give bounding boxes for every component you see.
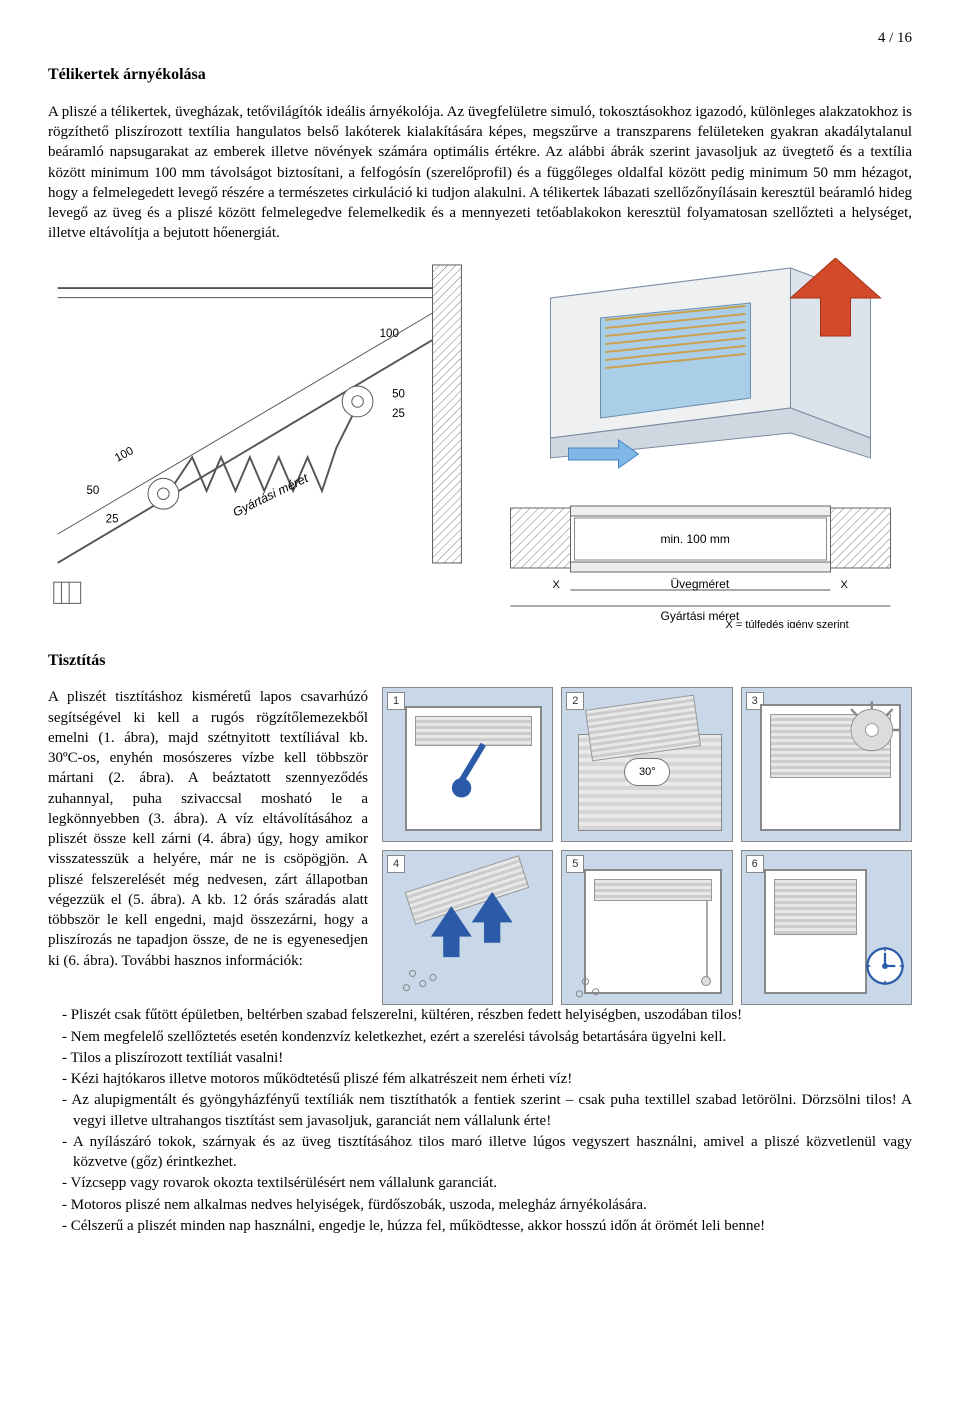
step-1: 1: [382, 687, 553, 842]
section2-paragraph-col: A pliszét tisztításhoz kisméretű lapos c…: [48, 687, 368, 971]
temp-badge: 30°: [624, 758, 670, 786]
glasslabel: Üvegméret: [671, 577, 730, 591]
figure-row-1: 100 50 25 100 50 25 Gyártási méret: [48, 258, 912, 634]
xnote: X = túlfedés igény szerint: [726, 619, 849, 628]
min100: min. 100 mm: [661, 532, 730, 546]
page-number: 4 / 16: [48, 28, 912, 48]
dim-50b: 50: [86, 484, 99, 496]
section1-title: Télikertek árnyékolása: [48, 64, 912, 86]
info-item: Motoros pliszé nem alkalmas nedves helyi…: [62, 1195, 912, 1215]
dim-100b: 100: [113, 445, 136, 465]
info-item: Pliszét csak fűtött épületben, beltérben…: [62, 1005, 912, 1025]
step-1-num: 1: [387, 692, 405, 710]
step-6-num: 6: [746, 855, 764, 873]
dim-100a: 100: [380, 328, 399, 340]
steps-grid: 1 2 30° 3: [382, 687, 912, 1005]
section2-paragraph: A pliszét tisztításhoz kisméretű lapos c…: [48, 687, 368, 971]
dim-25b: 25: [106, 513, 119, 525]
info-item: Kézi hajtókaros illetve motoros működtet…: [62, 1069, 912, 1089]
info-item: Az alupigmentált és gyöngyházfényű textí…: [62, 1090, 912, 1131]
info-item: Tilos a pliszírozott textíliát vasalni!: [62, 1048, 912, 1068]
step-3: 3: [741, 687, 912, 842]
section1-paragraph: A pliszé a télikertek, üvegházak, tetővi…: [48, 102, 912, 244]
step-4: 4: [382, 850, 553, 1005]
info-list: Pliszét csak fűtött épületben, beltérben…: [48, 1005, 912, 1236]
diagram-right: min. 100 mm X X Üvegméret Gyártási méret…: [489, 258, 912, 634]
diagram-right-svg: min. 100 mm X X Üvegméret Gyártási méret…: [489, 258, 912, 628]
section2-title: Tisztítás: [48, 650, 912, 672]
step-2: 2 30°: [561, 687, 732, 842]
xlabel-l: X: [553, 579, 561, 591]
diagram-left: 100 50 25 100 50 25 Gyártási méret: [48, 258, 471, 624]
dim-25a: 25: [392, 407, 405, 419]
dim-50a: 50: [392, 388, 405, 400]
info-item: Nem megfelelő szellőztetés esetén konden…: [62, 1027, 912, 1047]
step-2-num: 2: [566, 692, 584, 710]
step-6: 6: [741, 850, 912, 1005]
step-5: 5: [561, 850, 732, 1005]
xlabel-r: X: [841, 579, 849, 591]
cleaning-row: A pliszét tisztításhoz kisméretű lapos c…: [48, 687, 912, 1005]
diagram-left-svg: 100 50 25 100 50 25 Gyártási méret: [48, 258, 471, 618]
info-item: Vízcsepp vagy rovarok okozta textilsérül…: [62, 1173, 912, 1193]
info-item: Célszerű a pliszét minden nap használni,…: [62, 1216, 912, 1236]
info-item: A nyílászáró tokok, szárnyak és az üveg …: [62, 1132, 912, 1173]
